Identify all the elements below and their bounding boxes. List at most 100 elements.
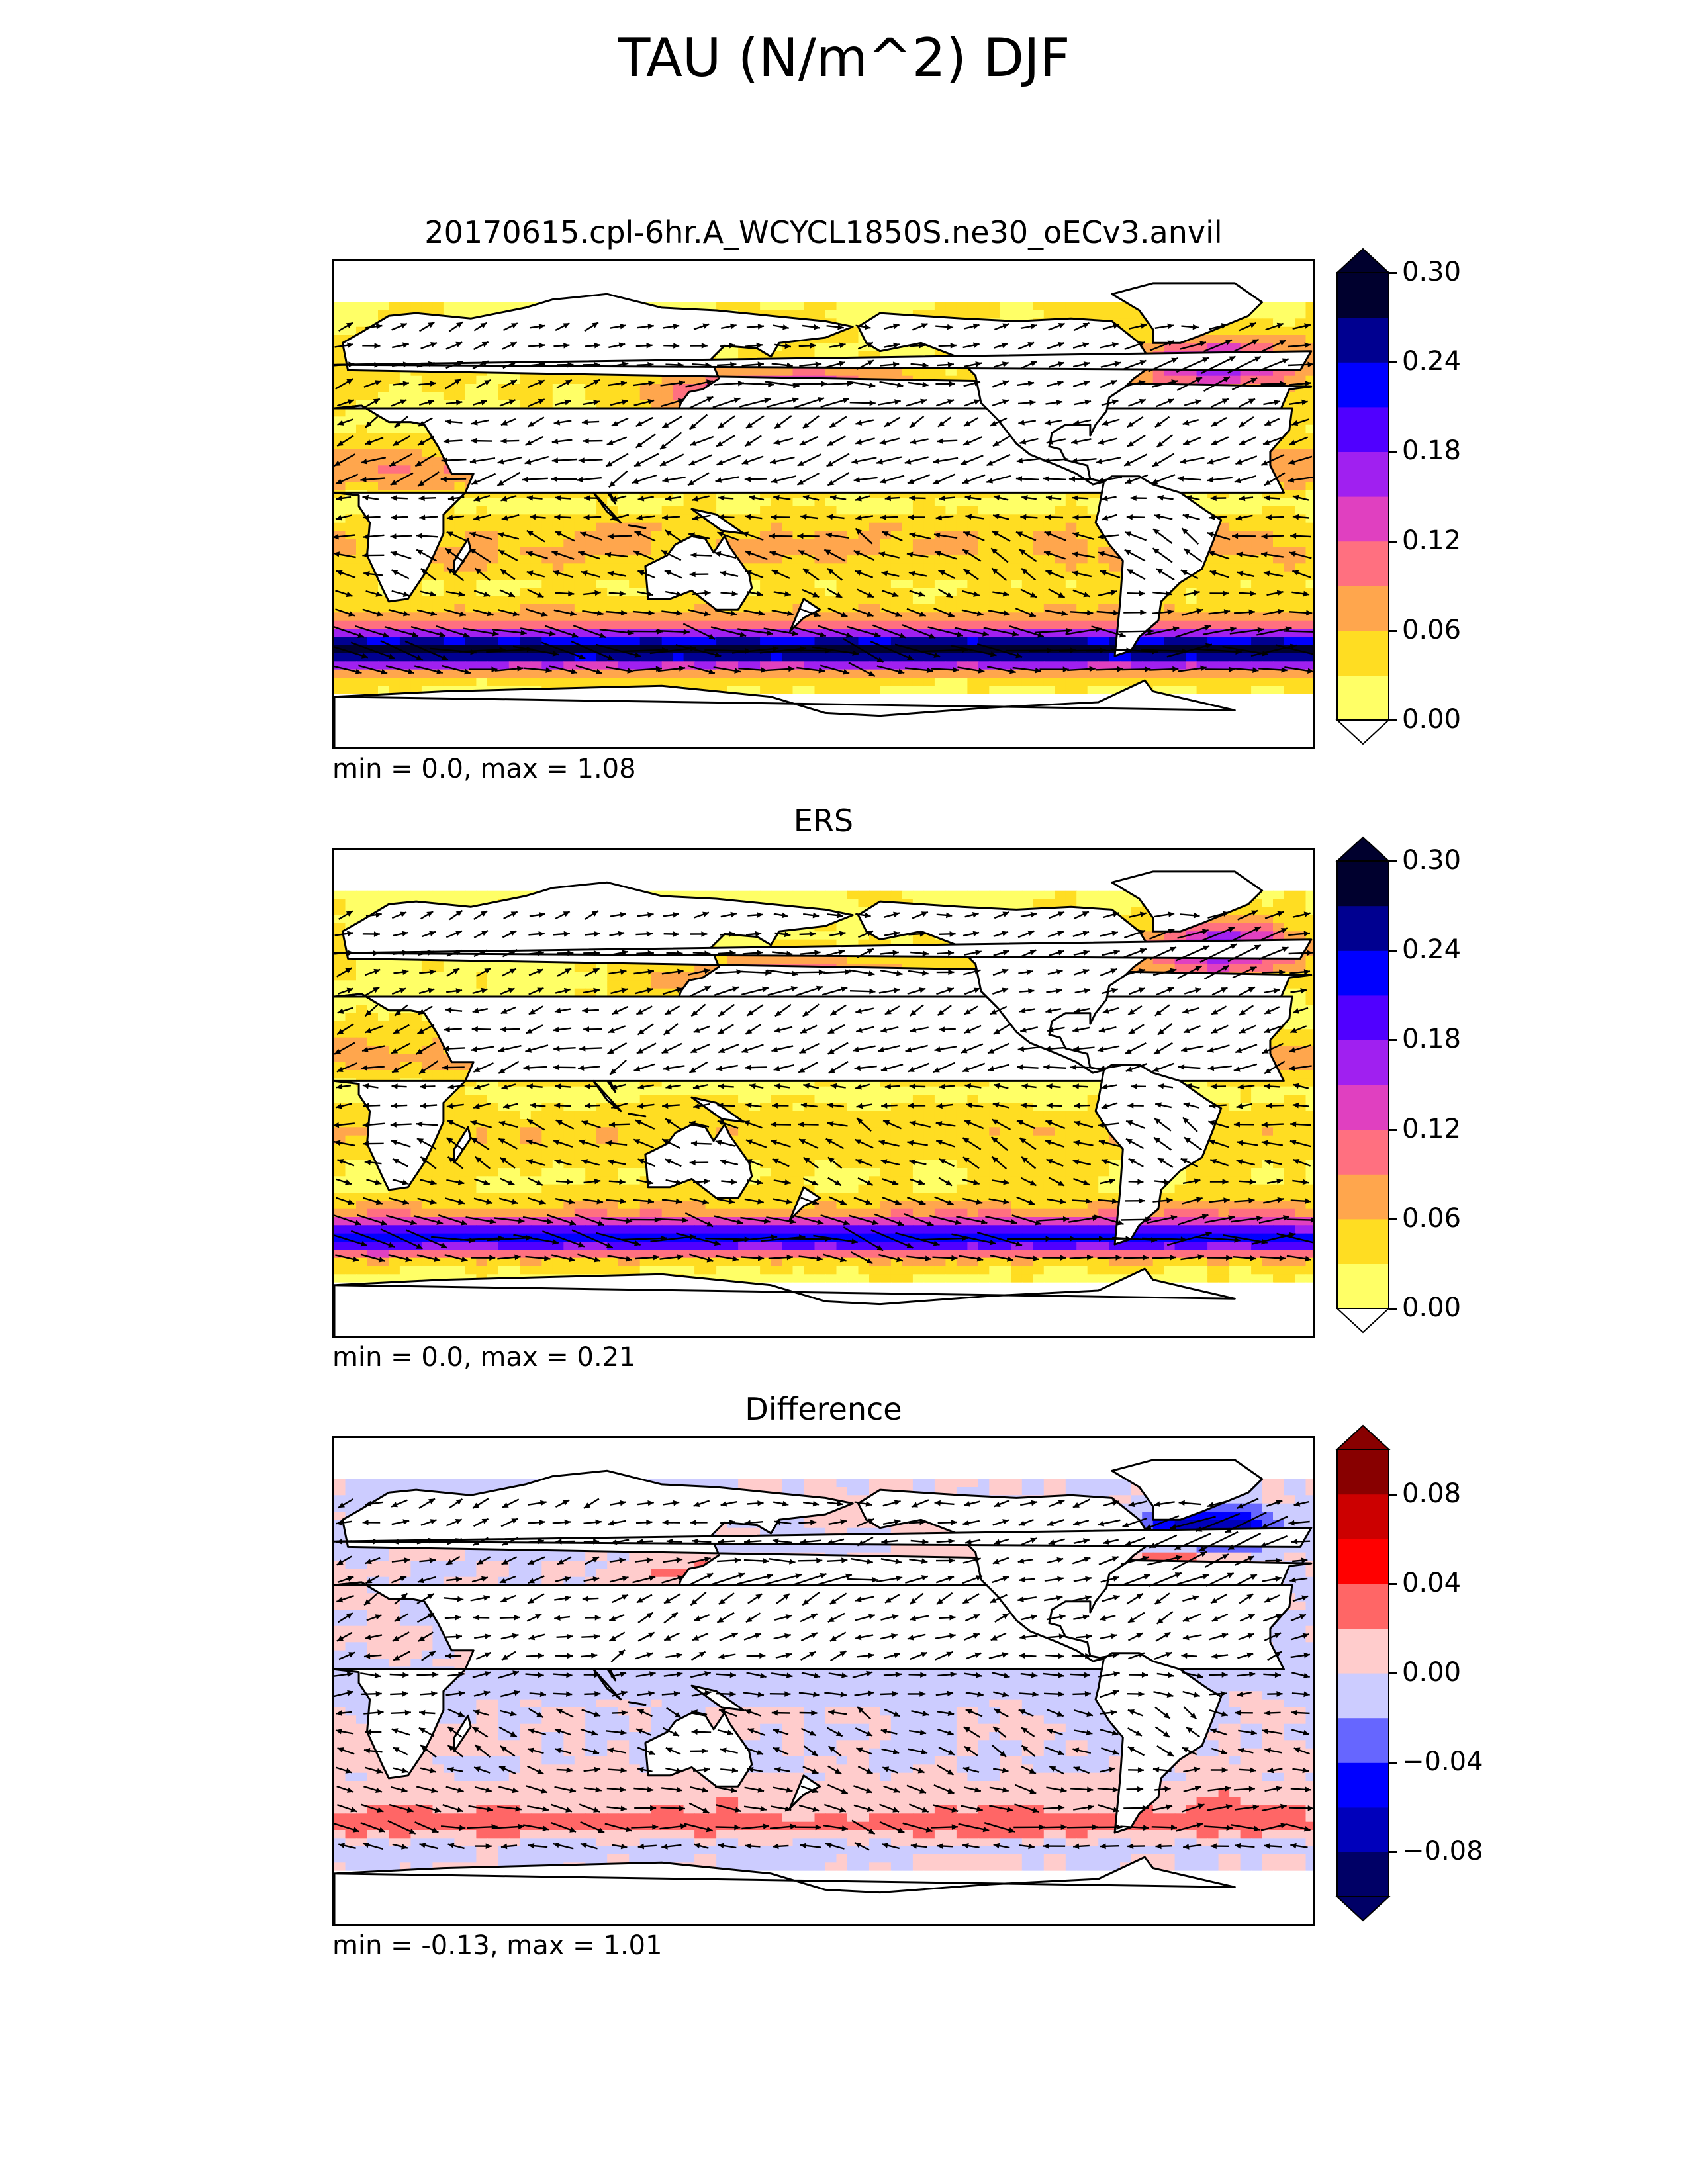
wind-vector-head — [336, 495, 342, 502]
landmass-9 — [628, 524, 647, 529]
wind-vector-head — [1139, 360, 1147, 366]
wind-vector-head — [762, 986, 769, 993]
wind-vector-head — [430, 1179, 437, 1185]
wind-vector-head — [420, 1745, 427, 1751]
wind-vector-head — [884, 1009, 892, 1015]
wind-vector — [705, 1237, 751, 1240]
wind-vector-head — [511, 1518, 518, 1524]
wind-vector-head — [1116, 1824, 1123, 1831]
wind-vector-head — [1030, 592, 1037, 598]
wind-vector-head — [1177, 476, 1184, 482]
wind-vector-head — [757, 912, 763, 918]
wind-vector-head — [606, 461, 613, 467]
wind-vector-head — [1068, 476, 1075, 482]
wind-vector-head — [893, 987, 900, 993]
wind-vector-head — [582, 1596, 588, 1602]
wind-vector-head — [347, 342, 353, 349]
wind-vector-head — [1305, 1255, 1311, 1262]
wind-vector-head — [1000, 1751, 1006, 1757]
wind-vector-head — [500, 1746, 507, 1752]
wind-vector-head — [826, 1539, 833, 1545]
wind-vector-head — [1196, 1822, 1203, 1828]
wind-vector-head — [567, 1653, 573, 1659]
wind-vector-head — [1174, 1544, 1182, 1550]
wind-vector-head — [564, 399, 571, 406]
wind-vector-head — [977, 1691, 984, 1698]
wind-vector-head — [418, 495, 425, 502]
wind-vector-head — [876, 657, 884, 662]
wind-vector-head — [1149, 1543, 1156, 1548]
wind-vector-head — [797, 533, 804, 539]
wind-vector-head — [1108, 1766, 1115, 1773]
wind-vector-head — [1113, 1671, 1120, 1677]
wind-vector-head — [430, 1199, 437, 1205]
wind-vector-head — [592, 322, 598, 328]
wind-vector-head — [429, 1557, 436, 1563]
wind-vector-head — [894, 1199, 902, 1205]
wind-vector-head — [473, 496, 481, 502]
wind-vector-head — [757, 1255, 765, 1261]
wind-vector-head — [1211, 1009, 1219, 1015]
wind-vector-head — [919, 611, 926, 617]
wind-vector-head — [906, 551, 914, 558]
wind-vector-head — [1072, 495, 1078, 501]
wind-vector-head — [764, 397, 771, 404]
wind-vector-head — [818, 397, 824, 403]
wind-vector-head — [390, 479, 397, 485]
wind-vector-head — [880, 1159, 888, 1165]
wind-vector-head — [432, 1672, 439, 1678]
wind-vector-head — [1289, 1140, 1297, 1146]
wind-vector-head — [730, 323, 737, 330]
wind-vector-head — [1140, 609, 1147, 615]
wind-vector-head — [563, 911, 570, 917]
wind-vector-head — [1083, 592, 1090, 598]
wind-vector-head — [992, 568, 998, 574]
wind-vector-head — [608, 480, 616, 488]
wind-vector-head — [400, 323, 407, 329]
wind-vector-head — [373, 1538, 379, 1545]
wind-vector-head — [866, 1258, 873, 1264]
wind-vector-head — [1102, 495, 1108, 502]
wind-vector-head — [660, 443, 667, 449]
wind-vector-head — [364, 1653, 371, 1659]
wind-vector-head — [771, 478, 778, 484]
wind-vector-head — [1261, 533, 1268, 539]
wind-vector-head — [619, 1179, 626, 1185]
wind-vector-head — [787, 610, 794, 616]
wind-vector-head — [1083, 1538, 1090, 1544]
wind-vector-head — [1205, 1231, 1212, 1238]
wind-vector-head — [620, 1671, 626, 1678]
wind-vector-head — [510, 911, 518, 917]
wind-vector-head — [1155, 421, 1162, 428]
wind-vector-head — [365, 1578, 373, 1584]
wind-vector-head — [1248, 398, 1255, 404]
wind-vector-head — [837, 1500, 843, 1507]
wind-vector-head — [992, 531, 999, 537]
wind-vector-head — [361, 459, 367, 465]
wind-vector-head — [365, 1028, 372, 1034]
wind-vector-head — [1128, 1617, 1135, 1623]
wind-vector-head — [816, 985, 823, 991]
wind-vector-head — [734, 1557, 741, 1563]
wind-vector — [1111, 648, 1158, 653]
wind-vector-head — [990, 1009, 997, 1015]
wind-vector-head — [653, 1254, 659, 1261]
wind-vector-head — [727, 1729, 733, 1735]
wind-vector-head — [895, 1558, 902, 1565]
wind-vector-head — [1275, 1651, 1282, 1657]
wind-vector-head — [771, 1234, 778, 1240]
wind-vector-head — [768, 381, 774, 388]
wind-vector-head — [704, 1178, 710, 1185]
wind-vector-head — [1060, 1787, 1067, 1793]
wind-vector-head — [416, 1121, 423, 1128]
wind-vector-head — [803, 1083, 810, 1089]
wind-vector-head — [391, 1103, 398, 1109]
wind-vector-head — [781, 912, 788, 919]
wind-vector-head — [1062, 1216, 1070, 1222]
wind-vector-head — [800, 1539, 806, 1545]
wind-vector-head — [620, 380, 627, 387]
wind-vector-head — [880, 1728, 888, 1735]
landmass-5 — [1111, 1459, 1264, 1521]
wind-vector-head — [1203, 945, 1209, 951]
wind-vector-head — [1128, 1501, 1135, 1508]
